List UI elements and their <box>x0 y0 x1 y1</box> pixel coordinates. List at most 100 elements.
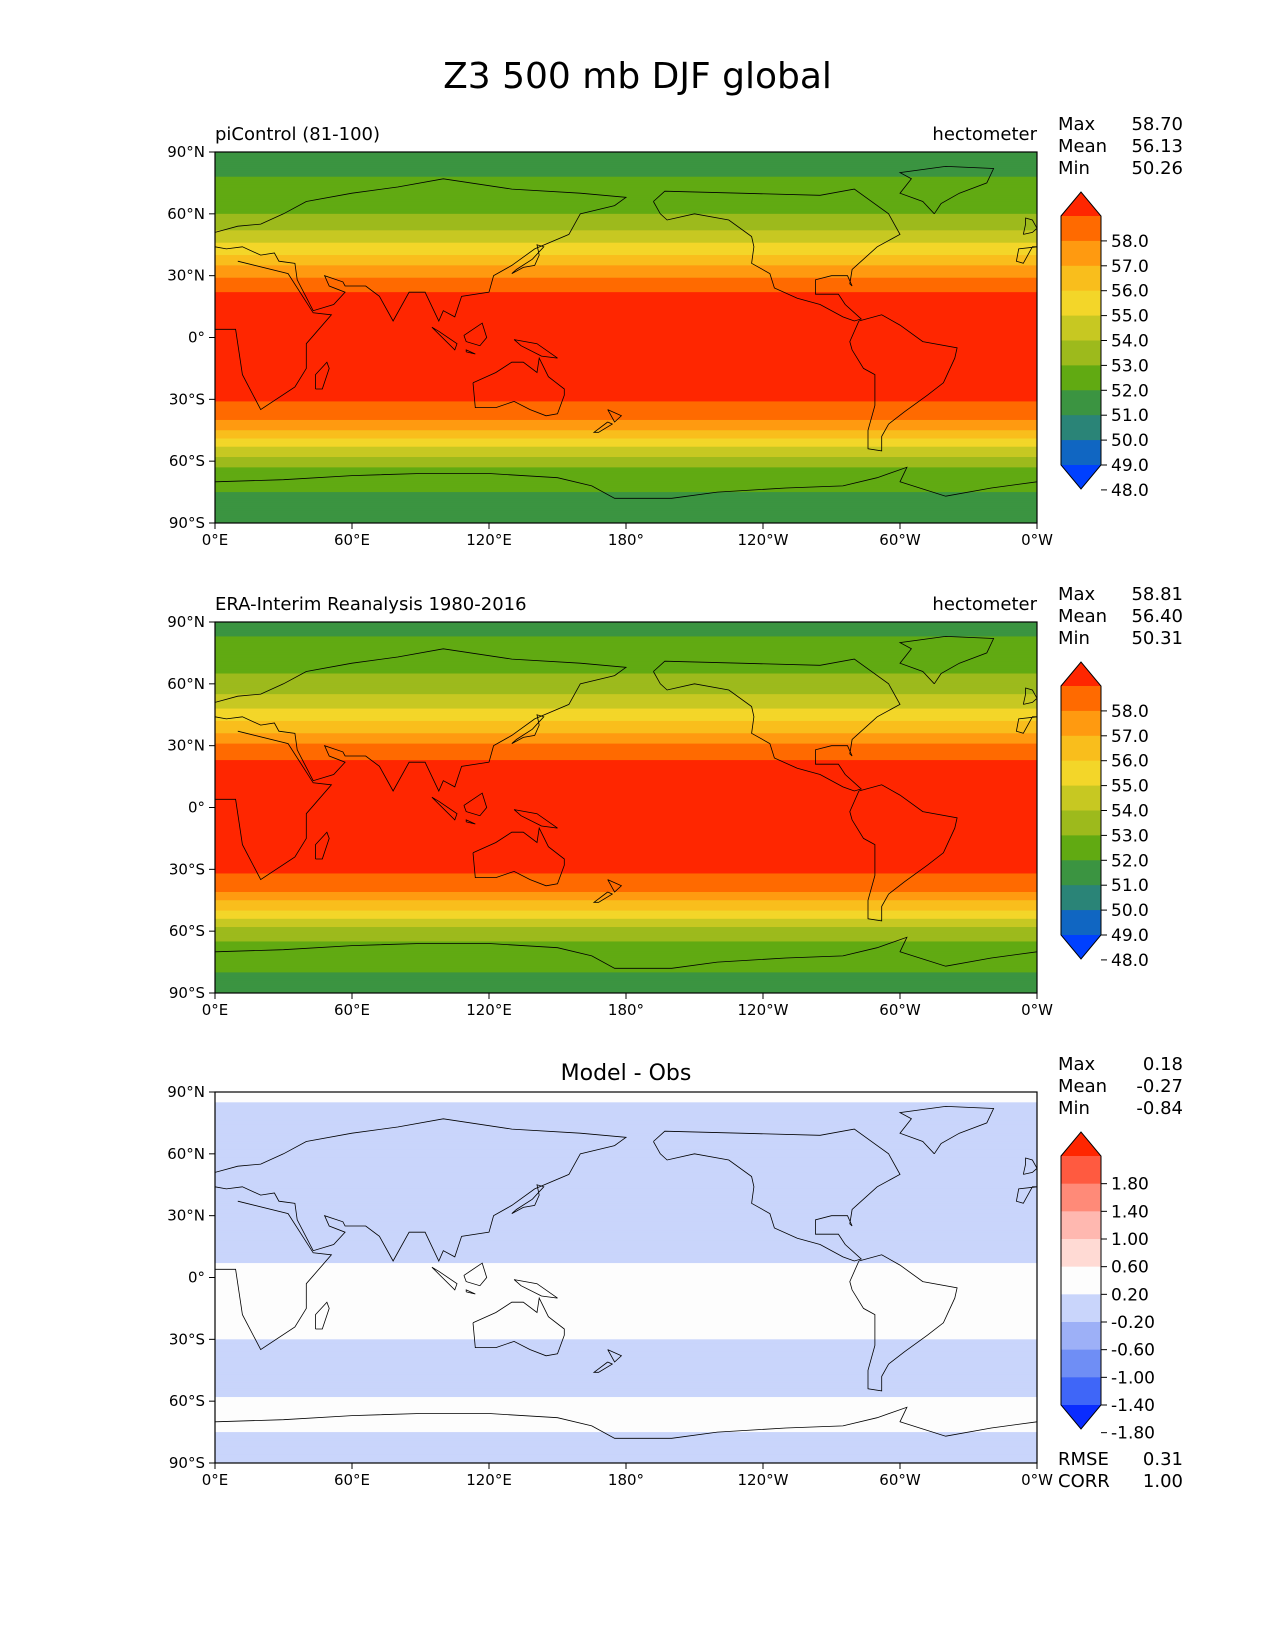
y-tick-label: 0° <box>188 799 205 817</box>
contour-band <box>215 1374 1037 1378</box>
contour-band <box>215 657 1037 660</box>
contour-band <box>215 869 1037 872</box>
contour-band <box>215 650 1037 654</box>
contour-band <box>215 968 1037 971</box>
contour-band <box>215 1386 1037 1390</box>
contour-band <box>215 1170 1037 1173</box>
contour-band <box>215 434 1037 438</box>
x-tick-label: 60°W <box>879 531 921 549</box>
contour-band <box>215 974 1037 978</box>
contour-band <box>215 1394 1037 1398</box>
contour-band <box>215 671 1037 675</box>
contour-band <box>215 1096 1037 1099</box>
contour-band <box>215 935 1037 938</box>
contour-band <box>215 828 1037 831</box>
contour-band <box>215 498 1037 501</box>
contour-band <box>215 347 1037 351</box>
coastline <box>653 1128 901 1262</box>
contour-band <box>215 514 1037 518</box>
contour-band <box>215 953 1037 957</box>
contour-band <box>215 461 1037 464</box>
contour-band <box>215 1149 1037 1153</box>
contour-band <box>215 1388 1037 1392</box>
colorbar-tick-label: -1.80 <box>1111 1424 1155 1444</box>
contour-band <box>215 407 1037 411</box>
y-tick-label: 30°S <box>169 390 205 408</box>
contour-band <box>215 1411 1037 1415</box>
contour-band <box>215 1256 1037 1260</box>
contour-band <box>215 1129 1037 1132</box>
contour-band <box>215 1359 1037 1363</box>
contour-band <box>215 642 1037 646</box>
contour-band <box>215 1215 1037 1219</box>
contour-band <box>215 154 1037 157</box>
contour-band <box>215 1349 1037 1353</box>
colorbar-tick-label: 1.00 <box>1111 1230 1149 1250</box>
contour-band <box>215 389 1037 392</box>
contour-field <box>215 622 1037 993</box>
contour-band <box>215 213 1037 217</box>
contour-band <box>215 1252 1037 1256</box>
contour-band <box>215 496 1037 499</box>
contour-band <box>215 174 1037 178</box>
contour-band <box>215 922 1037 926</box>
contour-band <box>215 1137 1037 1141</box>
contour-band <box>215 302 1037 306</box>
contour-band <box>215 914 1037 918</box>
contour-band <box>215 1448 1037 1452</box>
contour-band <box>215 1322 1037 1326</box>
coastline <box>431 796 458 821</box>
contour-band <box>215 729 1037 732</box>
y-tick-label: 90°S <box>169 514 205 532</box>
contour-band <box>215 924 1037 928</box>
contour-band <box>215 799 1037 802</box>
contour-band <box>215 1258 1037 1262</box>
colorbar-cell <box>1061 265 1101 292</box>
contour-band <box>215 902 1037 905</box>
contour-band <box>215 321 1037 324</box>
x-tick-label: 120°W <box>738 1001 789 1019</box>
x-tick-label: 120°W <box>738 531 789 549</box>
y-tick-label: 90°N <box>167 613 205 631</box>
contour-band <box>215 168 1037 172</box>
contour-band <box>215 335 1037 339</box>
contour-band <box>215 1324 1037 1328</box>
contour-band <box>215 380 1037 384</box>
contour-band <box>215 370 1037 374</box>
contour-band <box>215 706 1037 710</box>
contour-band <box>215 1403 1037 1406</box>
stat-value: 56.40 <box>1131 606 1183 627</box>
contour-band <box>215 846 1037 850</box>
contour-band <box>215 1147 1037 1151</box>
contour-band <box>215 1157 1037 1161</box>
contour-band <box>215 1172 1037 1176</box>
coastline <box>653 658 901 792</box>
colorbar-cell <box>1061 785 1101 811</box>
colorbar-cell <box>1061 290 1101 317</box>
contour-band <box>215 1421 1037 1425</box>
colorbar-cell <box>1061 686 1101 712</box>
contour-band <box>215 949 1037 953</box>
contour-band <box>215 1223 1037 1227</box>
coastline <box>215 1118 628 1262</box>
contour-band <box>215 865 1037 868</box>
contour-band <box>215 1384 1037 1388</box>
map-panel-2: 0°E 60°E 120°E 180° 120°W 60°W 0°W 90°N 60°N 30°N… <box>167 584 1183 1019</box>
coastline <box>653 188 901 322</box>
colorbar-tick-label: 55.0 <box>1111 307 1149 327</box>
contour-band <box>215 984 1037 988</box>
x-tick-label: 60°E <box>334 531 370 549</box>
contour-band <box>215 1318 1037 1322</box>
colorbar-tick-label: 56.0 <box>1111 282 1149 302</box>
contour-band <box>215 1236 1037 1239</box>
colorbar-cell <box>1061 216 1101 242</box>
colorbar-tick-label: 52.0 <box>1111 851 1149 871</box>
contour-band <box>215 1458 1037 1462</box>
contour-band <box>215 873 1037 877</box>
colorbar-tick-label: 51.0 <box>1111 876 1149 896</box>
contour-band <box>215 1405 1037 1408</box>
x-tick-label: 0°E <box>202 1001 229 1019</box>
colorbar-cell <box>1061 835 1101 861</box>
coastline <box>215 936 1037 969</box>
y-tick-label: 90°N <box>167 143 205 161</box>
